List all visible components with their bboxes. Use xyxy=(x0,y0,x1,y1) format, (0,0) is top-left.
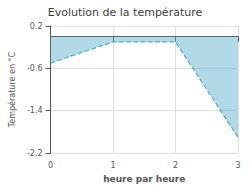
svg-text:-0.6: -0.6 xyxy=(27,64,43,73)
svg-text:3: 3 xyxy=(235,161,240,170)
svg-text:0: 0 xyxy=(48,161,53,170)
svg-text:heure par heure: heure par heure xyxy=(103,174,185,184)
svg-text:0.2: 0.2 xyxy=(30,22,43,31)
svg-text:Température en °C: Température en °C xyxy=(7,51,17,128)
svg-text:1: 1 xyxy=(110,161,115,170)
svg-text:Evolution de la température: Evolution de la température xyxy=(48,6,203,19)
svg-text:2: 2 xyxy=(173,161,178,170)
svg-text:-2.2: -2.2 xyxy=(27,149,43,158)
svg-text:-1.4: -1.4 xyxy=(27,106,43,115)
